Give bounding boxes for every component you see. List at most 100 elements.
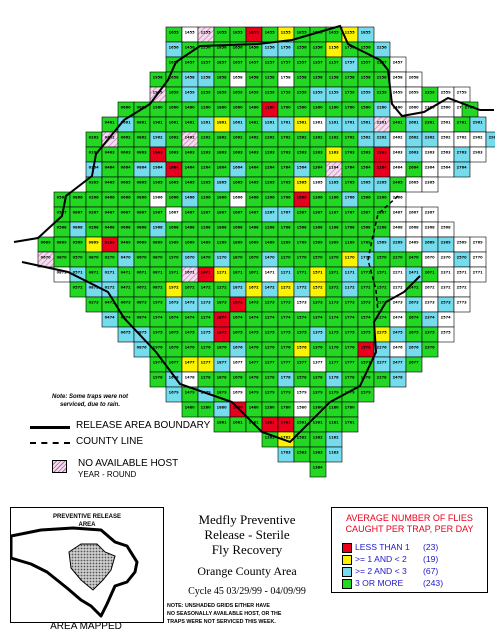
trap-grid-cell-id: 1871 xyxy=(233,271,244,275)
trap-grid-cell-id: 1881 xyxy=(217,421,228,425)
trap-grid-cell xyxy=(245,191,263,208)
trap-grid-cell-id: 1669 xyxy=(249,241,260,245)
inset-title: PREVENTIVE RELEASE AREA xyxy=(11,513,163,529)
trap-grid-cell xyxy=(101,236,119,253)
trap-grid-cell xyxy=(37,251,55,268)
trap-grid-cell-id: 1476 xyxy=(185,346,196,350)
trap-grid-cell xyxy=(245,131,263,148)
trap-grid-cell-id: 0863 xyxy=(137,151,148,155)
trap-grid-cell xyxy=(357,56,375,73)
trap-grid-cell xyxy=(389,176,407,193)
trap-grid-cell-id: 1772 xyxy=(297,286,308,290)
trap-grid-cell-id: 2471 xyxy=(409,271,420,275)
trap-grid-cell-id: 2963 xyxy=(473,151,484,155)
trap-grid-cell xyxy=(341,296,359,313)
trap-grid-cell-id: 1364 xyxy=(313,166,324,170)
trap-grid-cell xyxy=(405,296,423,313)
trap-grid-cell-id: 1276 xyxy=(265,346,276,350)
trap-grid-cell-id: 1770 xyxy=(297,256,308,260)
trap-grid-cell xyxy=(261,56,279,73)
trap-grid-cell xyxy=(165,116,183,133)
trap-grid-cell xyxy=(149,206,167,223)
trap-grid-cell-id: 2659 xyxy=(409,91,420,95)
trap-grid-cell-id: 1566 xyxy=(297,196,308,200)
trap-grid-cell xyxy=(213,101,231,118)
trap-grid-cell-id: 1568 xyxy=(297,226,308,230)
trap-grid-cell-id: 1259 xyxy=(265,91,276,95)
trap-grid-cell-id: 1962 xyxy=(153,136,164,140)
trap-grid-cell xyxy=(85,131,103,148)
trap-grid-cell xyxy=(245,26,263,43)
trap-grid-cell-id: 0668 xyxy=(121,226,132,230)
trap-grid-cell xyxy=(437,161,455,178)
trap-grid-cell xyxy=(421,116,439,133)
trap-grid-cell-id: 1668 xyxy=(169,226,180,230)
trap-grid-cell-id: 2375 xyxy=(425,331,436,335)
trap-grid-cell-id: 2672 xyxy=(425,286,436,290)
trap-grid-cell-id: 2569 xyxy=(457,241,468,245)
trap-grid-cell-id: 1455 xyxy=(185,31,196,35)
trap-grid-cell-id: 1579 xyxy=(297,391,308,395)
trap-grid-cell-id: 1171 xyxy=(345,271,356,275)
trap-grid-cell xyxy=(277,326,295,343)
rain-note-line-1: Note: Some traps were not xyxy=(51,394,128,400)
trap-grid-cell xyxy=(405,146,423,163)
trap-grid-cell xyxy=(197,146,215,163)
trap-grid-cell-id: 0861 xyxy=(137,121,148,125)
trap-grid-cell-id: 0464 xyxy=(105,166,116,170)
trap-grid-cell xyxy=(165,146,183,163)
trap-grid-cell xyxy=(261,251,279,268)
trap-grid-cell xyxy=(421,281,439,298)
yellow-label: >= 1 AND < 2 xyxy=(355,554,407,564)
trap-grid-cell-id: 1977 xyxy=(153,361,164,365)
trap-grid-cell-id: 1278 xyxy=(265,376,276,380)
trap-grid-cell-id: 1269 xyxy=(281,241,292,245)
trap-grid-cell-id: 1479 xyxy=(185,391,196,395)
trap-grid-cell-id: 1372 xyxy=(329,286,340,290)
trap-grid-cell xyxy=(325,296,343,313)
trap-grid-cell-id: 1369 xyxy=(329,241,340,245)
trap-grid-cell-id: 1474 xyxy=(185,316,196,320)
trap-grid-cell-id: 1461 xyxy=(249,121,260,125)
trap-grid-cell xyxy=(373,251,391,268)
red-count: (23) xyxy=(423,542,439,552)
trap-grid-cell-id: 1868 xyxy=(217,226,228,230)
trap-grid-cell-id: 1259 xyxy=(201,91,212,95)
trap-grid-cell xyxy=(197,86,215,103)
trap-grid-cell-id: 1664 xyxy=(233,166,244,170)
trap-grid-cell xyxy=(197,161,215,178)
trap-grid-cell xyxy=(229,281,247,298)
trap-grid-cell-id: 1156 xyxy=(329,46,340,50)
trap-grid-cell-id: 1271 xyxy=(281,271,292,275)
trap-grid-cell-id: 2771 xyxy=(473,271,484,275)
trap-grid-cell-id: 1564 xyxy=(361,166,372,170)
trap-grid-cell xyxy=(389,56,407,73)
trap-grid-cell xyxy=(181,326,199,343)
trap-grid-cell xyxy=(165,26,183,43)
trap-grid-cell-id: 1459 xyxy=(249,91,260,95)
trap-grid-cell xyxy=(357,71,375,88)
trap-grid-cell-id: 1663 xyxy=(169,151,180,155)
trap-grid-cell xyxy=(309,86,327,103)
trap-grid-cell-id: 0272 xyxy=(105,286,116,290)
trap-grid-cell-id: 1676 xyxy=(169,346,180,350)
trap-grid-cell-id: 1462 xyxy=(185,136,196,140)
trap-grid-cell xyxy=(277,446,295,463)
trap-grid-cell xyxy=(357,161,375,178)
trap-grid-cell-id: 1455 xyxy=(265,31,276,35)
trap-grid-cell-id: 2266 xyxy=(377,196,388,200)
trap-grid-cell xyxy=(85,221,103,238)
trap-grid-cell xyxy=(341,281,359,298)
trap-grid-cell xyxy=(117,176,135,193)
cyan-label: >= 2 AND < 3 xyxy=(355,566,407,576)
trap-grid-cell-id: 1856 xyxy=(217,46,228,50)
trap-grid-cell xyxy=(309,41,327,58)
trap-grid-cell-id: 1361 xyxy=(313,121,324,125)
trap-grid-cell-id: 1656 xyxy=(233,46,244,50)
trap-grid-cell-id: 1159 xyxy=(329,91,340,95)
trap-grid-cell xyxy=(405,71,423,88)
trap-grid-cell xyxy=(197,251,215,268)
trap-grid-cell xyxy=(293,221,311,238)
trap-grid-cell xyxy=(229,341,247,358)
trap-grid-cell-id: 1377 xyxy=(313,361,324,365)
